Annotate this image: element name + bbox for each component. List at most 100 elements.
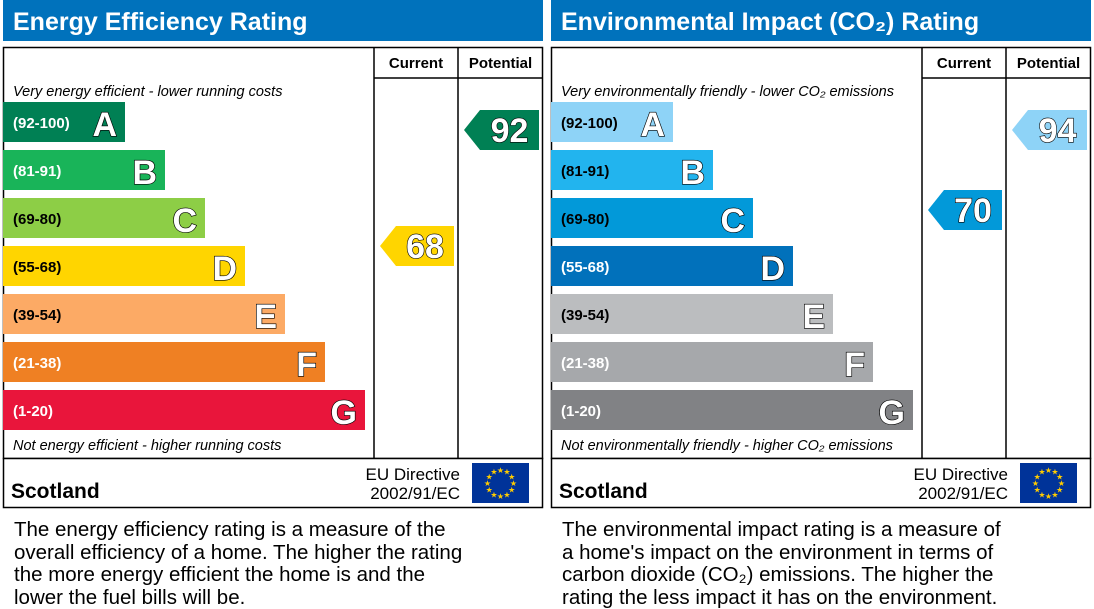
band-bar-a (3, 102, 125, 142)
eu-star-icon: ★ (1056, 486, 1063, 495)
chart-title: Environmental Impact (CO₂) Rating (561, 8, 979, 36)
eu-star-icon: ★ (1058, 479, 1065, 488)
eu-star-icon: ★ (1056, 473, 1063, 482)
current-rating-arrow (380, 226, 454, 266)
current-column-header: Current (937, 55, 991, 72)
eu-star-icon: ★ (484, 479, 491, 488)
eu-star-icon: ★ (1051, 490, 1058, 499)
band-bar-e (551, 294, 833, 334)
potential-rating-value: 92 (491, 112, 529, 150)
footer (2, 457, 544, 509)
bottom-note: Not energy efficient - higher running co… (13, 438, 281, 454)
top-note: Very environmentally friendly - lower CO… (561, 84, 894, 100)
eu-star-icon: ★ (1038, 490, 1045, 499)
eu-star-icon: ★ (1032, 479, 1039, 488)
band-letter-label: F (844, 346, 865, 384)
footer (550, 457, 1092, 509)
eu-star-icon: ★ (1045, 492, 1052, 501)
band-bar-f (551, 342, 873, 382)
current-column-header: Current (389, 55, 443, 72)
bottom-note: Not environmentally friendly - higher CO… (561, 438, 893, 454)
directive-line-1: EU Directive (366, 465, 460, 484)
band-bar-d (551, 246, 793, 286)
directive-line-2: 2002/91/EC (918, 484, 1008, 503)
potential-column-header: Potential (469, 55, 532, 72)
band-range-label: (39-54) (13, 307, 61, 324)
environment-description-line: The environmental impact rating is a mea… (562, 518, 1001, 541)
band-bar-b (3, 150, 165, 190)
potential-rating-value: 94 (1039, 112, 1077, 150)
band-letter-label: C (172, 202, 197, 240)
band-range-label: (69-80) (13, 211, 61, 228)
eu-star-icon: ★ (503, 468, 510, 477)
potential-rating-arrow (1012, 110, 1087, 150)
potential-rating: 94 (1012, 110, 1087, 151)
environment-description-line: a home's impact on the environment in te… (562, 540, 994, 564)
energy-description-line: The energy efficiency rating is a measur… (14, 518, 446, 541)
environmental-impact-panel: Environmental Impact (CO₂) Rating Current… (550, 0, 1092, 509)
band-range-label: (39-54) (561, 307, 609, 324)
chart-title: Energy Efficiency Rating (13, 8, 308, 36)
potential-column-header: Potential (1017, 55, 1080, 72)
eu-flag-icon: ★ ★★★★★★★★★★★ (1020, 463, 1077, 503)
region-label: Scotland (559, 480, 648, 503)
panel-header (551, 0, 1091, 41)
eu-flag-icon: ★ ★★★★★★★★★★★ (472, 463, 529, 503)
band-bar-f (3, 342, 325, 382)
band-range-label: (81-91) (13, 163, 61, 180)
band-range-label: (55-68) (13, 259, 61, 276)
band-letter-label: D (760, 250, 785, 288)
energy-efficiency-panel: Energy Efficiency Rating Current Potential… (2, 0, 544, 509)
energy-description-line: overall efficiency of a home. The higher… (14, 540, 463, 564)
directive-line-2: 2002/91/EC (370, 484, 460, 503)
energy-description-line: the more energy efficient the home is an… (14, 563, 426, 586)
current-rating-value: 70 (954, 192, 992, 230)
eu-star-icon: ★ (508, 473, 515, 482)
eu-star-icon: ★ (503, 490, 510, 499)
energy-description-line: lower the fuel bills will be. (14, 585, 246, 609)
eu-star-icon: ★ (497, 492, 504, 501)
eu-star-icon: ★ (486, 473, 493, 482)
region-label: Scotland (11, 480, 100, 503)
eu-star-icon: ★ (1051, 468, 1058, 477)
epc-charts: Energy Efficiency Rating Current Potential… (2, 0, 1092, 509)
band-bar-g (551, 390, 913, 430)
band-letter-label: E (254, 298, 277, 336)
band-letter-label: E (802, 298, 825, 336)
band-bar-b (551, 150, 713, 190)
band-bar-c (3, 198, 205, 238)
band-range-label: (1-20) (13, 403, 53, 420)
band-bar-e (3, 294, 285, 334)
current-rating-arrow (928, 190, 1002, 230)
current-rating-value: 68 (406, 228, 444, 266)
eu-star-icon: ★ (1034, 473, 1041, 482)
current-rating: 70 (928, 190, 1002, 231)
energy-description: The energy efficiency rating is a measur… (14, 518, 463, 609)
band-letter-label: A (640, 106, 665, 144)
directive-line-1: EU Directive (914, 465, 1008, 484)
panel-header (3, 0, 543, 41)
band-letter-label: B (680, 154, 705, 192)
eu-star-icon: ★ (497, 466, 504, 475)
band-range-label: (92-100) (561, 115, 618, 132)
eu-flag-background (1020, 463, 1077, 503)
potential-rating: 92 (464, 110, 539, 151)
band-bar-a (551, 102, 673, 142)
band-bar-c (551, 198, 753, 238)
band-range-label: (21-38) (13, 355, 61, 372)
band-range-label: (55-68) (561, 259, 609, 276)
eu-star-icon: ★ (490, 490, 497, 499)
eu-star-icon: ★ (508, 486, 515, 495)
environment-description-line: carbon dioxide (CO₂) emissions. The high… (562, 563, 994, 586)
band-letter-label: G (879, 394, 905, 432)
band-bar-d (3, 246, 245, 286)
band-range-label: (1-20) (561, 403, 601, 420)
band-letter-label: C (720, 202, 745, 240)
current-rating: 68 (380, 226, 454, 267)
band-letter-label: B (132, 154, 157, 192)
band-letter-label: A (92, 106, 117, 144)
eu-star-icon: ★ (1045, 466, 1052, 475)
environment-description-line: rating the less impact it has on the env… (562, 585, 998, 609)
environment-description: The environmental impact rating is a mea… (562, 518, 1001, 609)
eu-star-icon: ★ (486, 486, 493, 495)
